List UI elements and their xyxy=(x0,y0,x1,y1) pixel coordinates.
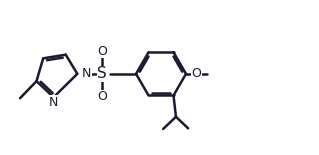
Text: O: O xyxy=(191,67,201,80)
Text: N: N xyxy=(49,96,58,109)
Text: N: N xyxy=(82,67,91,80)
Text: S: S xyxy=(97,66,107,81)
Text: O: O xyxy=(97,90,107,103)
Text: O: O xyxy=(97,44,107,58)
